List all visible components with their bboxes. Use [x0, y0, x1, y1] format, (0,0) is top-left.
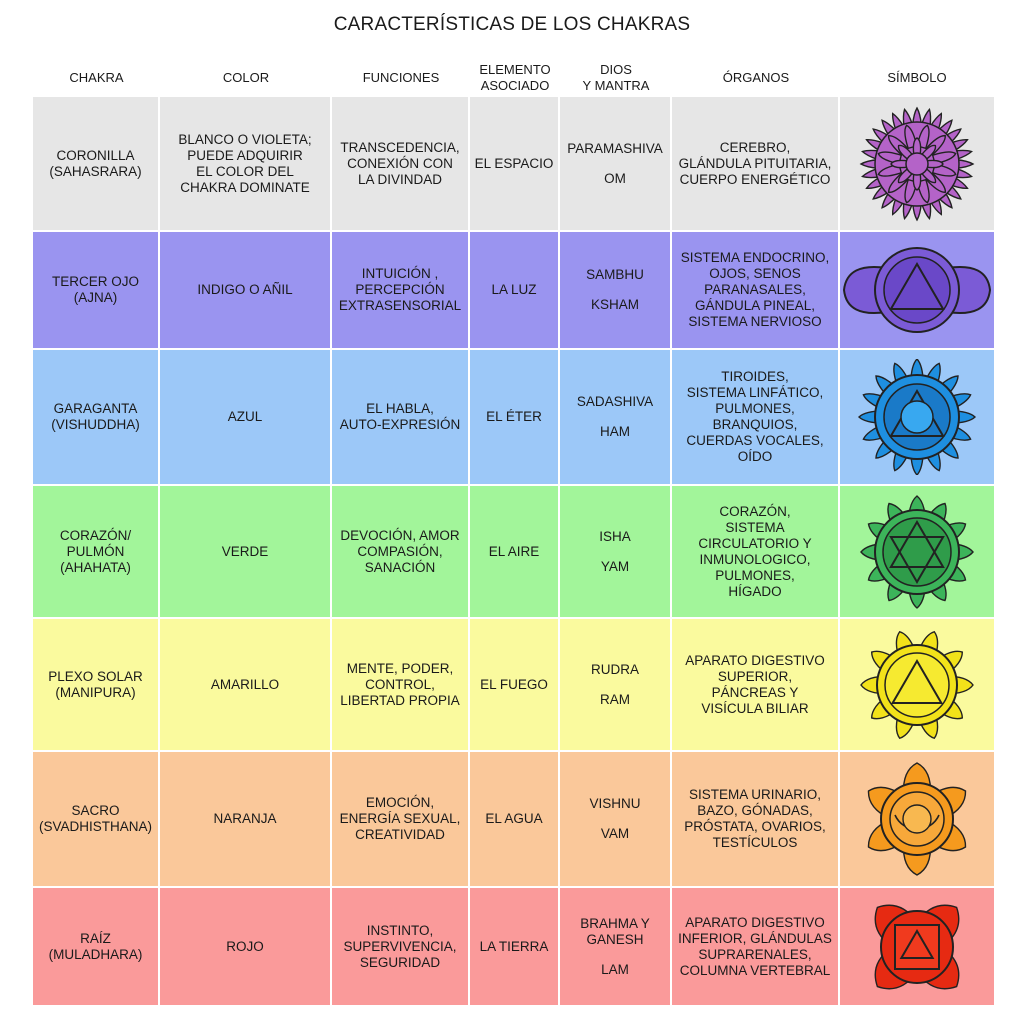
cell-color: NARANJA	[160, 752, 332, 886]
cell-elemento: EL ÉTER	[470, 350, 560, 484]
cell-dios-mantra: SAMBHU KSHAM	[560, 232, 672, 348]
cell-color: INDIGO O AÑIL	[160, 232, 332, 348]
dios-text: RUDRA	[590, 661, 639, 677]
dios-text: VISHNU	[589, 796, 641, 811]
cell-funciones: TRANSCEDENCIA, CONEXIÓN CON LA DIVINDAD	[332, 97, 470, 230]
cell-funciones: EL HABLA, AUTO-EXPRESIÓN	[332, 350, 470, 484]
column-header-4: ELEMENTO ASOCIADO	[479, 62, 551, 93]
cell-chakra: SACRO (SVADHISTHANA)	[33, 752, 160, 886]
cell-organos: APARATO DIGESTIVO INFERIOR, GLÁNDULAS SU…	[672, 888, 840, 1005]
cell-funciones: EMOCIÓN, ENERGÍA SEXUAL, CREATIVIDAD	[332, 752, 470, 886]
cell-color: VERDE	[160, 486, 332, 617]
table-row: GARAGANTA (VISHUDDHA) AZUL EL HABLA, AUTO-…	[33, 350, 994, 484]
cell-color: AMARILLO	[160, 619, 332, 750]
cell-elemento: EL AGUA	[470, 752, 560, 886]
cell-elemento: LA LUZ	[470, 232, 560, 348]
cell-color: BLANCO O VIOLETA; PUEDE ADQUIRIR EL COLO…	[160, 97, 332, 230]
column-header-2: COLOR	[222, 70, 270, 85]
mantra-text: OM	[604, 170, 626, 186]
table-row: RAÍZ (MULADHARA) ROJO INSTINTO, SUPERVIVEN…	[33, 888, 994, 1005]
table-row: SACRO (SVADHISTHANA) NARANJA EMOCIÓN, ENER…	[33, 752, 994, 886]
table-row: PLEXO SOLAR (MANIPURA) AMARILLO MENTE, POD…	[33, 619, 994, 750]
cell-chakra: PLEXO SOLAR (MANIPURA)	[33, 619, 160, 750]
cell-organos: TIROIDES, SISTEMA LINFÁTICO, PULMONES, B…	[672, 350, 840, 484]
crown-chakra-icon	[840, 97, 994, 230]
cell-funciones: MENTE, PODER, CONTROL, LIBERTAD PROPIA	[332, 619, 470, 750]
mantra-text: VAM	[600, 826, 630, 841]
dios-text: ISHA	[599, 528, 631, 544]
table-row: TERCER OJO (AJNA) INDIGO O AÑIL INTUICIÓN …	[33, 232, 994, 348]
cell-organos: APARATO DIGESTIVO SUPERIOR, PÁNCREAS Y V…	[672, 619, 840, 750]
mantra-text: YAM	[600, 558, 630, 574]
column-header-5: DIOS Y MANTRA	[582, 62, 650, 93]
cell-dios-mantra: ISHA YAM	[560, 486, 672, 617]
cell-elemento: EL FUEGO	[470, 619, 560, 750]
throat-chakra-icon	[840, 350, 994, 484]
cell-elemento: EL ESPACIO	[470, 97, 560, 230]
cell-funciones: INTUICIÓN , PERCEPCIÓN EXTRASENSORIAL	[332, 232, 470, 348]
cell-dios-mantra: VISHNU VAM	[560, 752, 672, 886]
third-eye-chakra-icon	[840, 232, 994, 348]
cell-dios-mantra: BRAHMA Y GANESH LAM	[560, 888, 672, 1005]
cell-elemento: LA TIERRA	[470, 888, 560, 1005]
cell-organos: SISTEMA URINARIO, BAZO, GÓNADAS, PRÓSTAT…	[672, 752, 840, 886]
column-header-6: ÓRGANOS	[722, 70, 790, 85]
cell-funciones: DEVOCIÓN, AMOR COMPASIÓN, SANACIÓN	[332, 486, 470, 617]
dios-text: SADASHIVA	[576, 394, 654, 409]
cell-elemento: EL AIRE	[470, 486, 560, 617]
column-header-3: FUNCIONES	[362, 70, 440, 85]
heart-chakra-icon	[840, 486, 994, 617]
column-header-1: CHAKRA	[69, 70, 124, 85]
sacral-chakra-icon	[840, 752, 994, 886]
column-header-7: SÍMBOLO	[887, 70, 947, 85]
cell-chakra: TERCER OJO (AJNA)	[33, 232, 160, 348]
cell-color: AZUL	[160, 350, 332, 484]
dios-text: SAMBHU	[586, 267, 644, 282]
solar-plexus-chakra-icon	[840, 619, 994, 750]
cell-organos: CEREBRO, GLÁNDULA PITUITARIA, CUERPO ENE…	[672, 97, 840, 230]
cell-chakra: GARAGANTA (VISHUDDHA)	[33, 350, 160, 484]
mantra-text: KSHAM	[590, 297, 639, 312]
mantra-text: LAM	[601, 961, 629, 977]
cell-dios-mantra: RUDRA RAM	[560, 619, 672, 750]
cell-chakra: CORAZÓN/ PULMÓN (AHAHATA)	[33, 486, 160, 617]
page-title: CARACTERÍSTICAS DE LOS CHAKRAS	[333, 14, 691, 35]
dios-text: BRAHMA Y GANESH	[580, 915, 650, 947]
mantra-text: HAM	[600, 424, 630, 439]
cell-dios-mantra: SADASHIVA HAM	[560, 350, 672, 484]
table-row: CORONILLA (SAHASRARA) BLANCO O VIOLETA; P…	[33, 97, 994, 230]
root-chakra-icon	[840, 888, 994, 1005]
cell-organos: SISTEMA ENDOCRINO, OJOS, SENOS PARANASAL…	[672, 232, 840, 348]
cell-chakra: RAÍZ (MULADHARA)	[33, 888, 160, 1005]
mantra-text: RAM	[600, 691, 630, 707]
cell-color: ROJO	[160, 888, 332, 1005]
cell-funciones: INSTINTO, SUPERVIVENCIA, SEGURIDAD	[332, 888, 470, 1005]
dios-text: PARAMASHIVA	[567, 140, 663, 156]
cell-organos: CORAZÓN, SISTEMA CIRCULATORIO Y INMUNOLO…	[672, 486, 840, 617]
cell-dios-mantra: PARAMASHIVA OM	[560, 97, 672, 230]
table-row: CORAZÓN/ PULMÓN (AHAHATA) VERDE DEVOCIÓN, …	[33, 486, 994, 617]
cell-chakra: CORONILLA (SAHASRARA)	[33, 97, 160, 230]
